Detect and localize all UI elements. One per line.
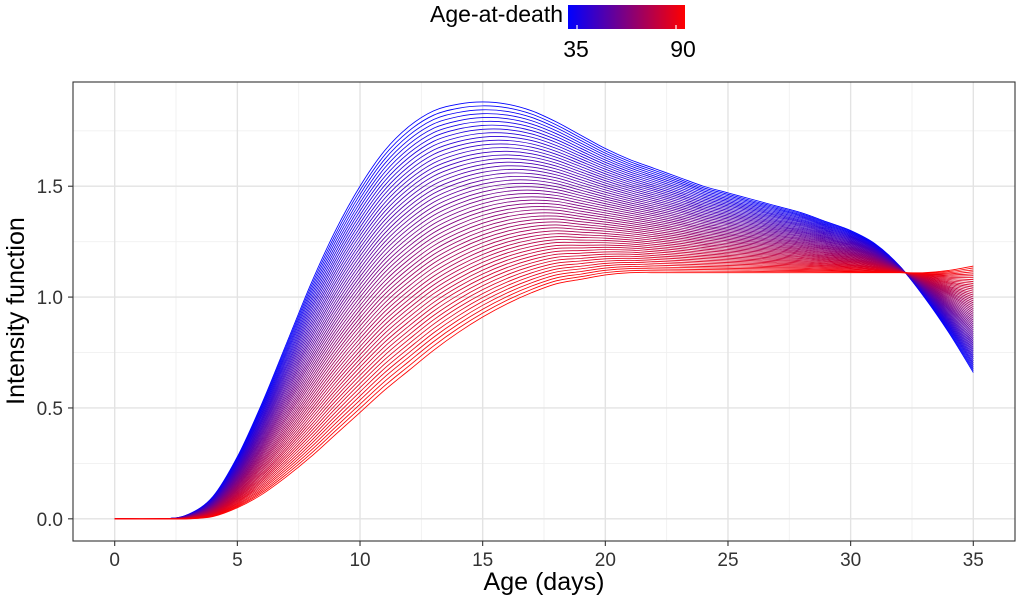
series-line-age-60 bbox=[114, 193, 974, 520]
grid-major bbox=[73, 82, 1015, 541]
series-line-age-58 bbox=[114, 186, 974, 520]
series-line-age-76 bbox=[114, 241, 974, 520]
series-line-age-51 bbox=[114, 161, 974, 520]
series-line-age-53 bbox=[114, 168, 974, 520]
series-line-age-47 bbox=[114, 147, 974, 520]
series-line-age-68 bbox=[114, 218, 974, 520]
series-line-age-64 bbox=[114, 206, 974, 520]
series-line-age-71 bbox=[114, 227, 974, 520]
legend-title: Age-at-death bbox=[430, 1, 563, 27]
series-line-age-65 bbox=[114, 209, 974, 520]
series-line-age-57 bbox=[114, 182, 974, 520]
series-line-age-73 bbox=[114, 233, 974, 520]
series-line-age-61 bbox=[114, 196, 974, 520]
series-line-age-83 bbox=[114, 257, 974, 520]
series-line-age-88 bbox=[114, 268, 974, 520]
series-line-age-74 bbox=[114, 236, 974, 520]
series-line-age-75 bbox=[114, 239, 974, 520]
legend-label-min: 35 bbox=[563, 36, 589, 62]
series-line-age-43 bbox=[114, 132, 974, 520]
series-line-age-40 bbox=[114, 120, 974, 520]
series-line-age-79 bbox=[114, 249, 974, 520]
series-line-age-66 bbox=[114, 212, 974, 520]
y-tick-label: 1.5 bbox=[37, 177, 63, 198]
series-line-age-70 bbox=[114, 224, 974, 520]
y-axis-title: Intensity function bbox=[2, 217, 30, 405]
legend-label-max: 90 bbox=[670, 36, 696, 62]
x-axis: 0 5 10 15 20 25 30 35 bbox=[109, 541, 984, 571]
series-line-age-56 bbox=[114, 179, 974, 520]
x-tick-label: 25 bbox=[717, 550, 738, 571]
series-line-age-62 bbox=[114, 199, 974, 520]
series-line-age-72 bbox=[114, 230, 974, 520]
series-line-age-50 bbox=[114, 158, 974, 520]
series-line-age-81 bbox=[114, 253, 974, 520]
series-line-age-46 bbox=[114, 143, 974, 520]
plot-border bbox=[72, 81, 1016, 542]
plot-panel bbox=[72, 81, 1016, 542]
series-line-age-84 bbox=[114, 259, 974, 520]
series-line-age-67 bbox=[114, 215, 974, 520]
x-tick-label: 20 bbox=[595, 550, 616, 571]
series-line-age-59 bbox=[114, 189, 974, 520]
series-line-age-35 bbox=[114, 101, 974, 520]
series-line-age-78 bbox=[114, 246, 974, 520]
series-line-age-55 bbox=[114, 175, 974, 520]
series-line-age-86 bbox=[114, 264, 974, 520]
series-line-age-87 bbox=[114, 266, 974, 520]
series-line-age-45 bbox=[114, 139, 974, 520]
series-line-age-69 bbox=[114, 221, 974, 520]
x-axis-title: Age (days) bbox=[484, 568, 605, 596]
x-tick-label: 35 bbox=[963, 550, 984, 571]
series-line-age-38 bbox=[114, 113, 974, 520]
series-group bbox=[114, 101, 974, 520]
series-line-age-63 bbox=[114, 202, 974, 520]
x-tick-label: 15 bbox=[472, 550, 493, 571]
series-line-age-42 bbox=[114, 128, 974, 520]
legend: Age-at-death 35 90 bbox=[430, 1, 696, 62]
y-tick-label: 0.5 bbox=[37, 399, 63, 420]
series-line-age-48 bbox=[114, 150, 974, 520]
series-line-age-44 bbox=[114, 136, 974, 520]
legend-colorbar bbox=[568, 5, 685, 29]
series-line-age-80 bbox=[114, 251, 974, 520]
series-line-age-77 bbox=[114, 244, 974, 520]
y-tick-label: 1.0 bbox=[37, 288, 63, 309]
x-tick-label: 10 bbox=[349, 550, 370, 571]
series-line-age-82 bbox=[114, 255, 974, 520]
x-tick-label: 0 bbox=[109, 550, 120, 571]
series-line-age-90 bbox=[114, 265, 974, 520]
series-line-age-49 bbox=[114, 154, 974, 520]
series-line-age-85 bbox=[114, 261, 974, 520]
series-line-age-36 bbox=[114, 105, 974, 520]
grid-minor bbox=[73, 82, 1015, 541]
series-line-age-89 bbox=[114, 267, 974, 520]
x-tick-label: 30 bbox=[840, 550, 861, 571]
y-axis: 0.0 0.5 1.0 1.5 bbox=[37, 177, 73, 531]
y-tick-label: 0.0 bbox=[37, 510, 63, 531]
series-line-age-54 bbox=[114, 172, 974, 520]
series-line-age-52 bbox=[114, 165, 974, 520]
x-tick-label: 5 bbox=[232, 550, 243, 571]
series-line-age-37 bbox=[114, 109, 974, 520]
series-line-age-41 bbox=[114, 124, 974, 520]
series-line-age-39 bbox=[114, 117, 974, 520]
